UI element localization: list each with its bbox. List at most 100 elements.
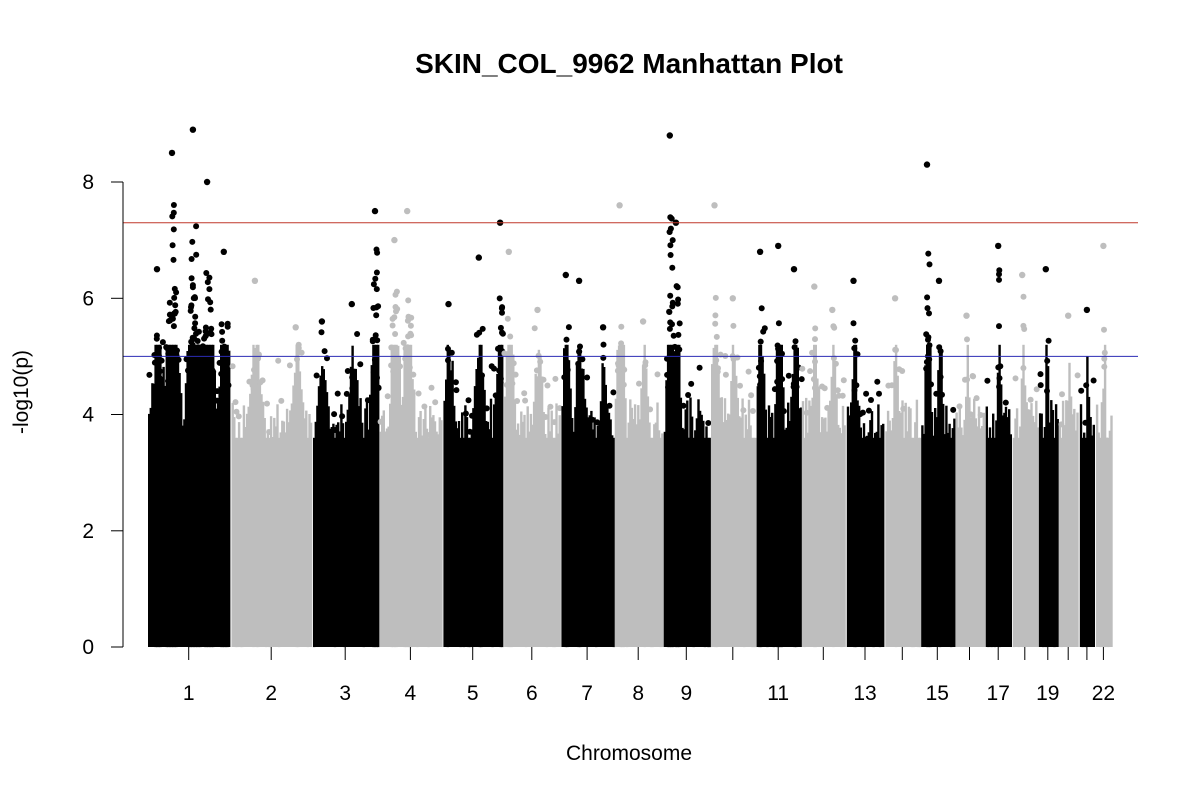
snp-density-column xyxy=(1087,396,1091,647)
snp-density-column xyxy=(643,344,646,648)
snp-density-column xyxy=(464,405,467,647)
snp-density-column xyxy=(700,414,703,647)
snp-point xyxy=(394,306,401,312)
snp-point xyxy=(552,375,559,382)
snp-density-column xyxy=(475,369,478,647)
snp-point xyxy=(208,325,215,332)
peak-snp-point xyxy=(829,306,836,314)
chromosome-12-points xyxy=(799,283,847,648)
snp-density-column xyxy=(417,417,421,647)
snp-density-column xyxy=(1053,437,1056,648)
chromosome-4-points xyxy=(377,207,443,648)
snp-density-column xyxy=(183,419,186,647)
snp-point xyxy=(964,376,971,383)
snp-point xyxy=(195,328,202,335)
snp-density-column xyxy=(796,347,799,647)
snp-density-column xyxy=(822,418,825,647)
snp-density-column xyxy=(746,429,749,647)
snp-point xyxy=(514,398,521,404)
snp-density-column xyxy=(532,401,536,647)
snp-density-column xyxy=(547,407,550,647)
snp-density-column xyxy=(992,413,995,647)
chromosome-21-points xyxy=(1078,306,1097,648)
snp-density-column xyxy=(448,354,451,647)
snp-density-column xyxy=(965,396,968,647)
snp-density-column xyxy=(322,369,325,647)
peak-snp-point xyxy=(534,306,541,314)
snp-density-column xyxy=(817,386,821,647)
snp-density-column xyxy=(735,375,738,647)
snp-density-column xyxy=(400,404,403,647)
snp-density-column xyxy=(580,368,583,647)
snp-point xyxy=(397,363,403,370)
chart-title: SKIN_COL_9962 Manhattan Plot xyxy=(415,48,843,79)
snp-point xyxy=(373,286,380,293)
snp-density-column xyxy=(1081,437,1084,648)
snp-density-column xyxy=(449,370,453,647)
snp-density-column xyxy=(1073,408,1076,647)
snp-density-column xyxy=(297,344,300,648)
snp-density-column xyxy=(1103,344,1107,648)
snp-point xyxy=(779,376,786,383)
snp-density-column xyxy=(274,426,278,647)
snp-density-column xyxy=(462,437,465,648)
snp-density-column xyxy=(330,427,333,647)
snp-density-column xyxy=(758,344,761,648)
snp-density-column xyxy=(332,423,335,647)
snp-density-column xyxy=(1031,415,1035,647)
snp-density-column xyxy=(632,419,635,647)
snp-points xyxy=(146,126,1113,648)
snp-density-column xyxy=(1020,378,1024,647)
snp-density-column xyxy=(205,344,208,648)
snp-point xyxy=(584,374,591,381)
snp-point xyxy=(984,377,991,384)
snp-density-column xyxy=(480,344,483,648)
snp-point xyxy=(408,314,415,321)
snp-density-column xyxy=(1035,400,1038,647)
snp-density-column xyxy=(1084,437,1087,648)
snp-density-column xyxy=(1092,424,1095,647)
snp-density-column xyxy=(433,421,437,647)
snp-point xyxy=(410,371,417,378)
snp-density-column xyxy=(958,406,961,647)
snp-density-column xyxy=(1048,422,1051,647)
snp-density-column xyxy=(659,437,662,648)
snp-density-column xyxy=(563,348,566,647)
snp-density-column xyxy=(728,414,731,647)
snp-point xyxy=(370,281,377,288)
snp-density-column xyxy=(880,425,883,647)
snp-density-column xyxy=(1061,400,1065,647)
snp-density-column xyxy=(521,421,525,647)
snp-density-column xyxy=(1100,402,1104,647)
snp-density-column xyxy=(1108,430,1112,647)
snp-density-column xyxy=(457,421,461,647)
snp-density-column xyxy=(491,437,494,648)
snp-density-column xyxy=(175,344,178,648)
snp-density-column xyxy=(754,437,757,648)
snp-density-column xyxy=(1001,415,1004,647)
snp-point xyxy=(964,336,970,343)
snp-point xyxy=(192,313,199,320)
snp-point xyxy=(685,392,692,398)
snp-density-column xyxy=(769,417,772,647)
snp-point xyxy=(339,413,346,420)
snp-density-column xyxy=(377,344,380,648)
snp-point xyxy=(476,329,483,336)
snp-density-column xyxy=(953,418,956,647)
snp-density-column xyxy=(829,400,832,647)
snp-point xyxy=(235,413,242,420)
snp-point xyxy=(171,294,178,301)
snp-density-column xyxy=(241,437,244,648)
snp-point xyxy=(668,215,675,222)
snp-point xyxy=(669,321,675,328)
snp-density-column xyxy=(534,373,537,647)
snp-point xyxy=(496,295,503,302)
snp-density-column xyxy=(756,386,759,647)
snp-density-column xyxy=(273,417,276,647)
snp-density-column xyxy=(501,344,504,648)
snp-point xyxy=(275,357,282,364)
chromosome-22-points xyxy=(1095,242,1113,648)
snp-density-column xyxy=(987,437,990,648)
snp-density-column xyxy=(537,349,541,647)
snp-density-column xyxy=(507,344,510,648)
